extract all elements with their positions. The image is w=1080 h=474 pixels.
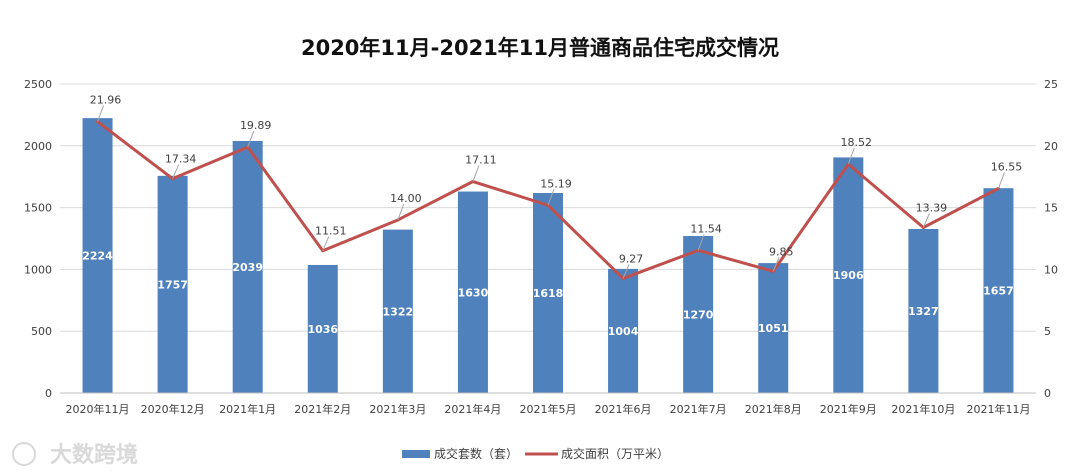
chart-title: 2020年11月-2021年11月普通商品住宅成交情况 <box>301 36 779 60</box>
line-label-leader <box>172 164 180 179</box>
bar <box>157 175 188 393</box>
right-tick-label: 5 <box>1044 325 1051 338</box>
x-tick-label: 2021年9月 <box>820 402 877 416</box>
line-label-leader <box>997 172 1005 189</box>
left-tick-label: 0 <box>45 387 52 400</box>
line-data-label: 9.27 <box>619 252 644 265</box>
line-label-leader <box>322 236 330 251</box>
left-tick-label: 1500 <box>24 202 52 215</box>
line-data-label: 18.52 <box>841 136 873 149</box>
line-data-label: 13.39 <box>916 201 948 214</box>
bar-data-label: 1327 <box>908 305 939 318</box>
right-axis: 0 5 10 15 20 25 <box>1044 78 1058 400</box>
x-tick-label: 2020年11月 <box>66 402 130 416</box>
line-data-label: 11.54 <box>690 222 722 235</box>
left-tick-label: 2500 <box>24 78 52 91</box>
x-tick-label: 2021年1月 <box>219 402 276 416</box>
bar-data-label: 1036 <box>307 323 338 336</box>
right-tick-label: 10 <box>1044 263 1058 276</box>
line-label-leader <box>922 213 930 228</box>
legend-bar-label: 成交套数（套） <box>434 446 518 461</box>
line-data-label: 17.11 <box>465 154 497 167</box>
bar-data-label: 1322 <box>383 305 414 318</box>
right-tick-label: 20 <box>1044 140 1058 153</box>
line-label-leader <box>622 264 630 279</box>
line-label-leader <box>97 105 105 122</box>
line-label-leader <box>247 130 255 148</box>
bar-data-label: 1618 <box>533 287 564 300</box>
left-tick-label: 500 <box>31 325 52 338</box>
x-tick-label: 2021年3月 <box>369 402 426 416</box>
x-tick-label: 2021年10月 <box>891 402 955 416</box>
watermark-logo-icon <box>12 442 36 466</box>
x-tick-label: 2021年4月 <box>444 402 501 416</box>
legend: 成交套数（套） 成交面积（万平米） <box>402 446 669 461</box>
line-label-leader <box>397 203 405 221</box>
line-label-leader <box>847 147 855 165</box>
line-data-label: 9.85 <box>769 245 794 258</box>
line-data-label: 14.00 <box>390 192 422 205</box>
line-label-leader <box>547 189 555 206</box>
bar <box>908 228 939 393</box>
line-data-label: 16.55 <box>991 160 1023 173</box>
line-data-label: 15.19 <box>540 177 572 190</box>
left-tick-label: 2000 <box>24 140 52 153</box>
x-axis: 2020年11月 2020年12月 2021年1月 2021年2月 2021年3月 202… <box>60 392 1036 416</box>
line-label-leader <box>472 165 480 182</box>
x-tick-label: 2021年8月 <box>745 402 802 416</box>
x-tick-label: 2021年6月 <box>595 402 652 416</box>
line-data-label: 21.96 <box>90 94 122 107</box>
bar <box>533 193 563 393</box>
x-tick-label: 2021年11月 <box>966 402 1030 416</box>
watermark: 大数跨境 <box>12 442 138 468</box>
bar-data-label: 1757 <box>157 278 188 291</box>
bar <box>82 118 113 394</box>
right-tick-label: 25 <box>1044 78 1058 91</box>
bar-data-label: 1630 <box>458 286 489 299</box>
line-data-label: 11.51 <box>315 225 347 238</box>
line-data-label: 19.89 <box>240 119 272 132</box>
x-tick-label: 2020年12月 <box>141 402 205 416</box>
x-tick-label: 2021年7月 <box>670 402 727 416</box>
x-tick-label: 2021年5月 <box>520 402 577 416</box>
right-tick-label: 0 <box>1044 387 1051 400</box>
bar <box>307 264 338 393</box>
bar <box>457 191 488 393</box>
x-tick-label: 2021年2月 <box>294 402 351 416</box>
bar <box>983 188 1014 393</box>
bar <box>232 140 263 393</box>
bar-data-label: 1270 <box>683 309 714 322</box>
line-data-label: 17.34 <box>165 153 197 166</box>
bar-data-label: 1906 <box>833 269 864 282</box>
bar <box>758 263 789 393</box>
line-series: 21.96 17.34 19.89 11.51 14.00 17.11 15.19 9.27 1… <box>90 94 1022 280</box>
bar-series: 2224 1757 2039 1036 1322 1630 1618 1004 1270 1051… <box>82 118 1014 394</box>
left-tick-label: 1000 <box>24 263 52 276</box>
left-axis: 0 500 1000 1500 2000 2500 <box>24 78 52 400</box>
right-tick-label: 15 <box>1044 202 1058 215</box>
line-label-leader <box>697 234 705 251</box>
bar-data-label: 1004 <box>608 325 639 338</box>
bar-data-label: 2039 <box>232 261 263 274</box>
bar-data-label: 2224 <box>82 250 113 263</box>
bar <box>683 236 714 393</box>
line-label-leader <box>772 257 780 272</box>
bar-data-label: 1657 <box>983 285 1014 298</box>
bar <box>833 157 864 393</box>
watermark-text: 大数跨境 <box>50 442 138 468</box>
bar <box>608 268 639 393</box>
bar-data-label: 1051 <box>758 322 789 335</box>
legend-line-label: 成交面积（万平米） <box>561 446 669 461</box>
bar <box>382 229 413 393</box>
legend-bar-swatch <box>402 450 430 458</box>
